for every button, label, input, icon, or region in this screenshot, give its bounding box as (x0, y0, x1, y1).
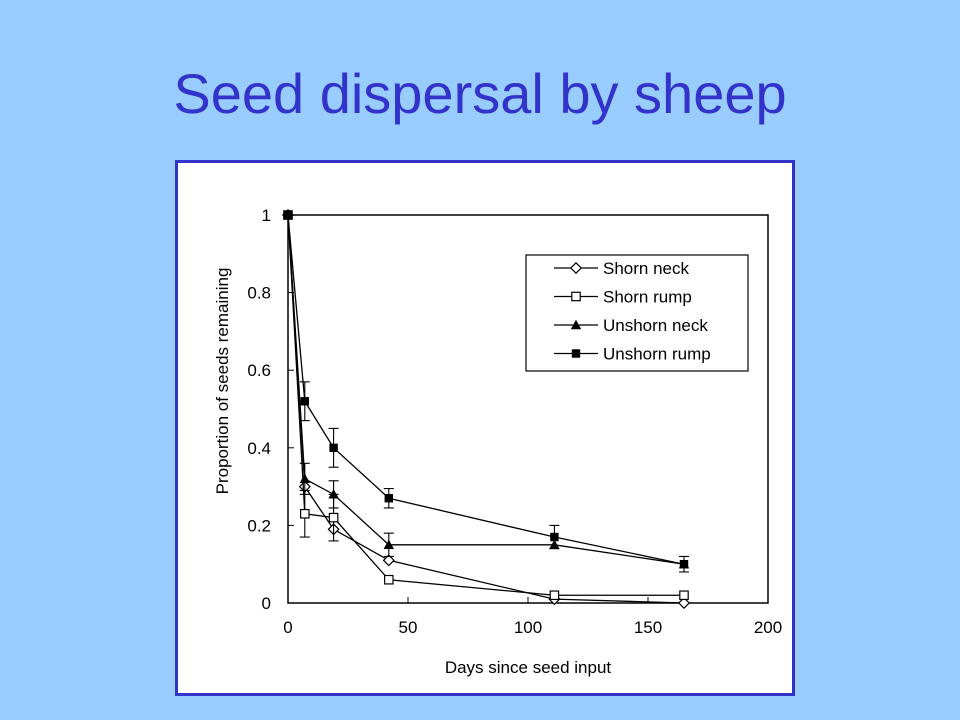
data-point (283, 210, 293, 220)
data-point (550, 532, 559, 542)
legend-label: Unshorn neck (603, 316, 708, 335)
legend-marker (570, 319, 582, 330)
data-point (329, 443, 338, 452)
y-tick-label: 0.2 (247, 516, 271, 535)
legend-label: Shorn rump (603, 288, 692, 307)
y-tick-label: 0.4 (247, 439, 271, 458)
data-point (384, 494, 393, 503)
x-tick-label: 0 (283, 618, 292, 637)
data-point (677, 596, 691, 610)
data-point (328, 512, 339, 523)
figure-panel: 0 0.2 0.4 0.6 0.8 1 0 50 100 150 200 Shorn neck Sho… (186, 171, 784, 685)
series-line (287, 214, 684, 596)
y-tick-label: 0.8 (247, 284, 271, 303)
series-line (287, 214, 685, 565)
figure-frame: 0 0.2 0.4 0.6 0.8 1 0 50 100 150 200 Shorn neck Sho… (175, 160, 795, 696)
legend-marker (571, 349, 581, 358)
y-tick-label: 0 (262, 594, 271, 613)
x-tick-label: 200 (754, 618, 782, 637)
x-tick-label: 50 (399, 618, 418, 637)
slide-title: Seed dispersal by sheep (173, 62, 787, 125)
y-axis-label: Proportion of seeds remaining (213, 268, 232, 495)
data-point (382, 554, 395, 567)
data-point (383, 539, 394, 549)
data-point (299, 473, 310, 484)
legend-label: Shorn neck (603, 259, 689, 278)
data-point (679, 560, 689, 569)
series-line (287, 214, 685, 565)
legend-label: Unshorn rump (603, 345, 711, 364)
x-tick-label: 100 (514, 618, 542, 637)
data-point (384, 574, 394, 585)
y-tick-label: 0.6 (247, 361, 271, 380)
x-tick-label: 150 (634, 618, 662, 637)
data-point (549, 590, 560, 601)
x-axis-label: Days since seed input (445, 658, 612, 677)
line-chart: 00.20.40.60.810 50 100 150 200 Shorn neckSho… (213, 206, 782, 677)
data-point (300, 397, 309, 406)
legend-box (525, 254, 749, 372)
series-unshorn-rump (283, 210, 689, 573)
data-point (679, 590, 689, 601)
axes-layer: 0 0.2 0.4 0.6 0.8 1 0 50 100 150 200 (247, 206, 782, 637)
legend-marker (571, 291, 581, 302)
series-layer (281, 208, 691, 610)
chart-legend: Shorn neck Shorn rump Unshorn neck Unshorn … (525, 254, 749, 372)
data-point (328, 489, 339, 499)
data-point (299, 508, 310, 519)
legend-marker (569, 261, 583, 275)
y-tick-label: 1 (262, 206, 271, 225)
